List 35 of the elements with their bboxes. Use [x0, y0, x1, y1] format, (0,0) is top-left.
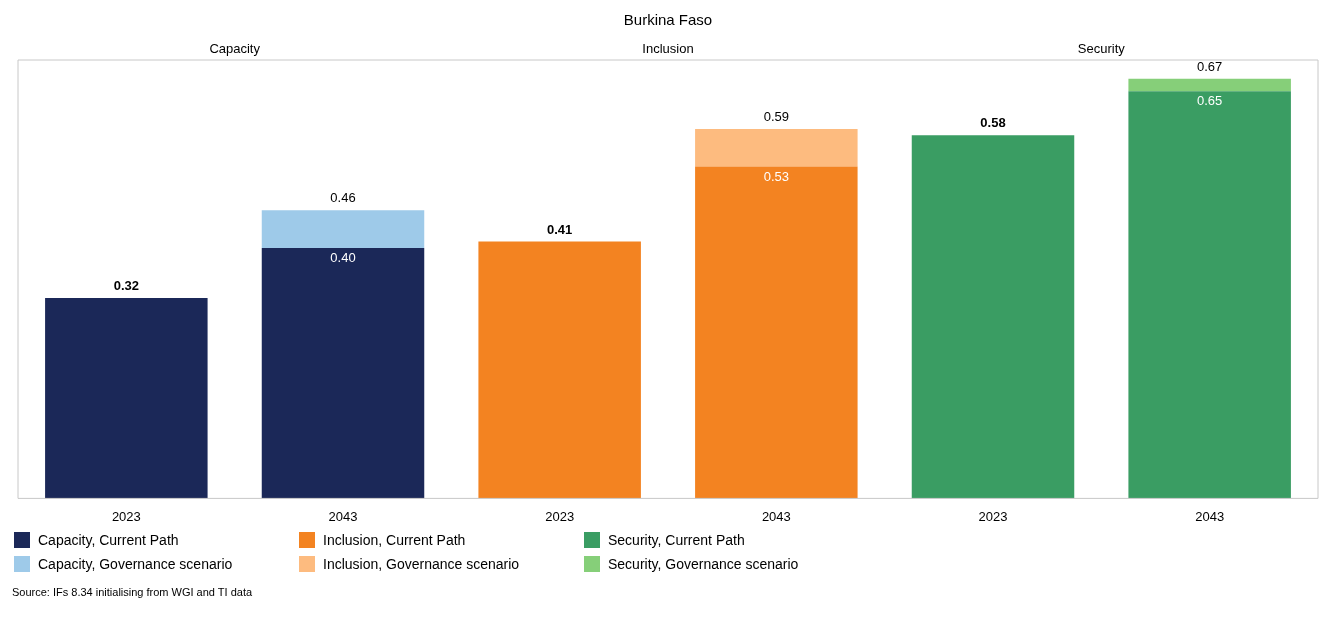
data-label: 0.40 [330, 249, 356, 265]
text: Security [1077, 41, 1126, 57]
bar [1128, 78, 1291, 92]
bar [695, 128, 858, 167]
bar [45, 297, 208, 499]
data-label: 0.41 [547, 221, 573, 237]
bar [261, 210, 425, 248]
x-tick-label: 2023 [111, 508, 141, 524]
bar [1128, 91, 1291, 499]
legend-label: Security, Governance scenario [608, 556, 799, 572]
data-label: 0.32 [113, 278, 139, 294]
bar [261, 247, 425, 499]
x-tick-label: 2023 [545, 508, 575, 524]
data-label: 0.58 [980, 115, 1006, 131]
data-label: 0.65 [1197, 93, 1223, 109]
legend-label: Capacity, Governance scenario [38, 556, 233, 572]
x-tick-label: 2043 [761, 508, 791, 524]
x-tick-label: 2023 [978, 508, 1008, 524]
legend-label: Inclusion, Current Path [323, 532, 466, 548]
bar [478, 241, 641, 499]
bar [695, 166, 858, 499]
chart-title: Burkina Faso [623, 11, 713, 29]
text: Inclusion [642, 41, 694, 57]
x-tick-label: 2043 [328, 508, 358, 524]
data-label: 0.53 [763, 168, 789, 184]
total-label: 0.59 [763, 108, 789, 124]
total-label: 0.46 [330, 190, 356, 206]
x-tick-label: 2043 [1195, 508, 1225, 524]
bar [911, 135, 1075, 499]
total-label: 0.67 [1197, 58, 1223, 74]
text: Capacity [209, 41, 261, 57]
legend-label: Capacity, Current Path [38, 532, 179, 548]
source-note: Source: IFs 8.34 initialising from WGI and TI data [12, 586, 254, 598]
legend-label: Security, Current Path [608, 532, 745, 548]
legend-label: Inclusion, Governance scenario [323, 556, 520, 572]
